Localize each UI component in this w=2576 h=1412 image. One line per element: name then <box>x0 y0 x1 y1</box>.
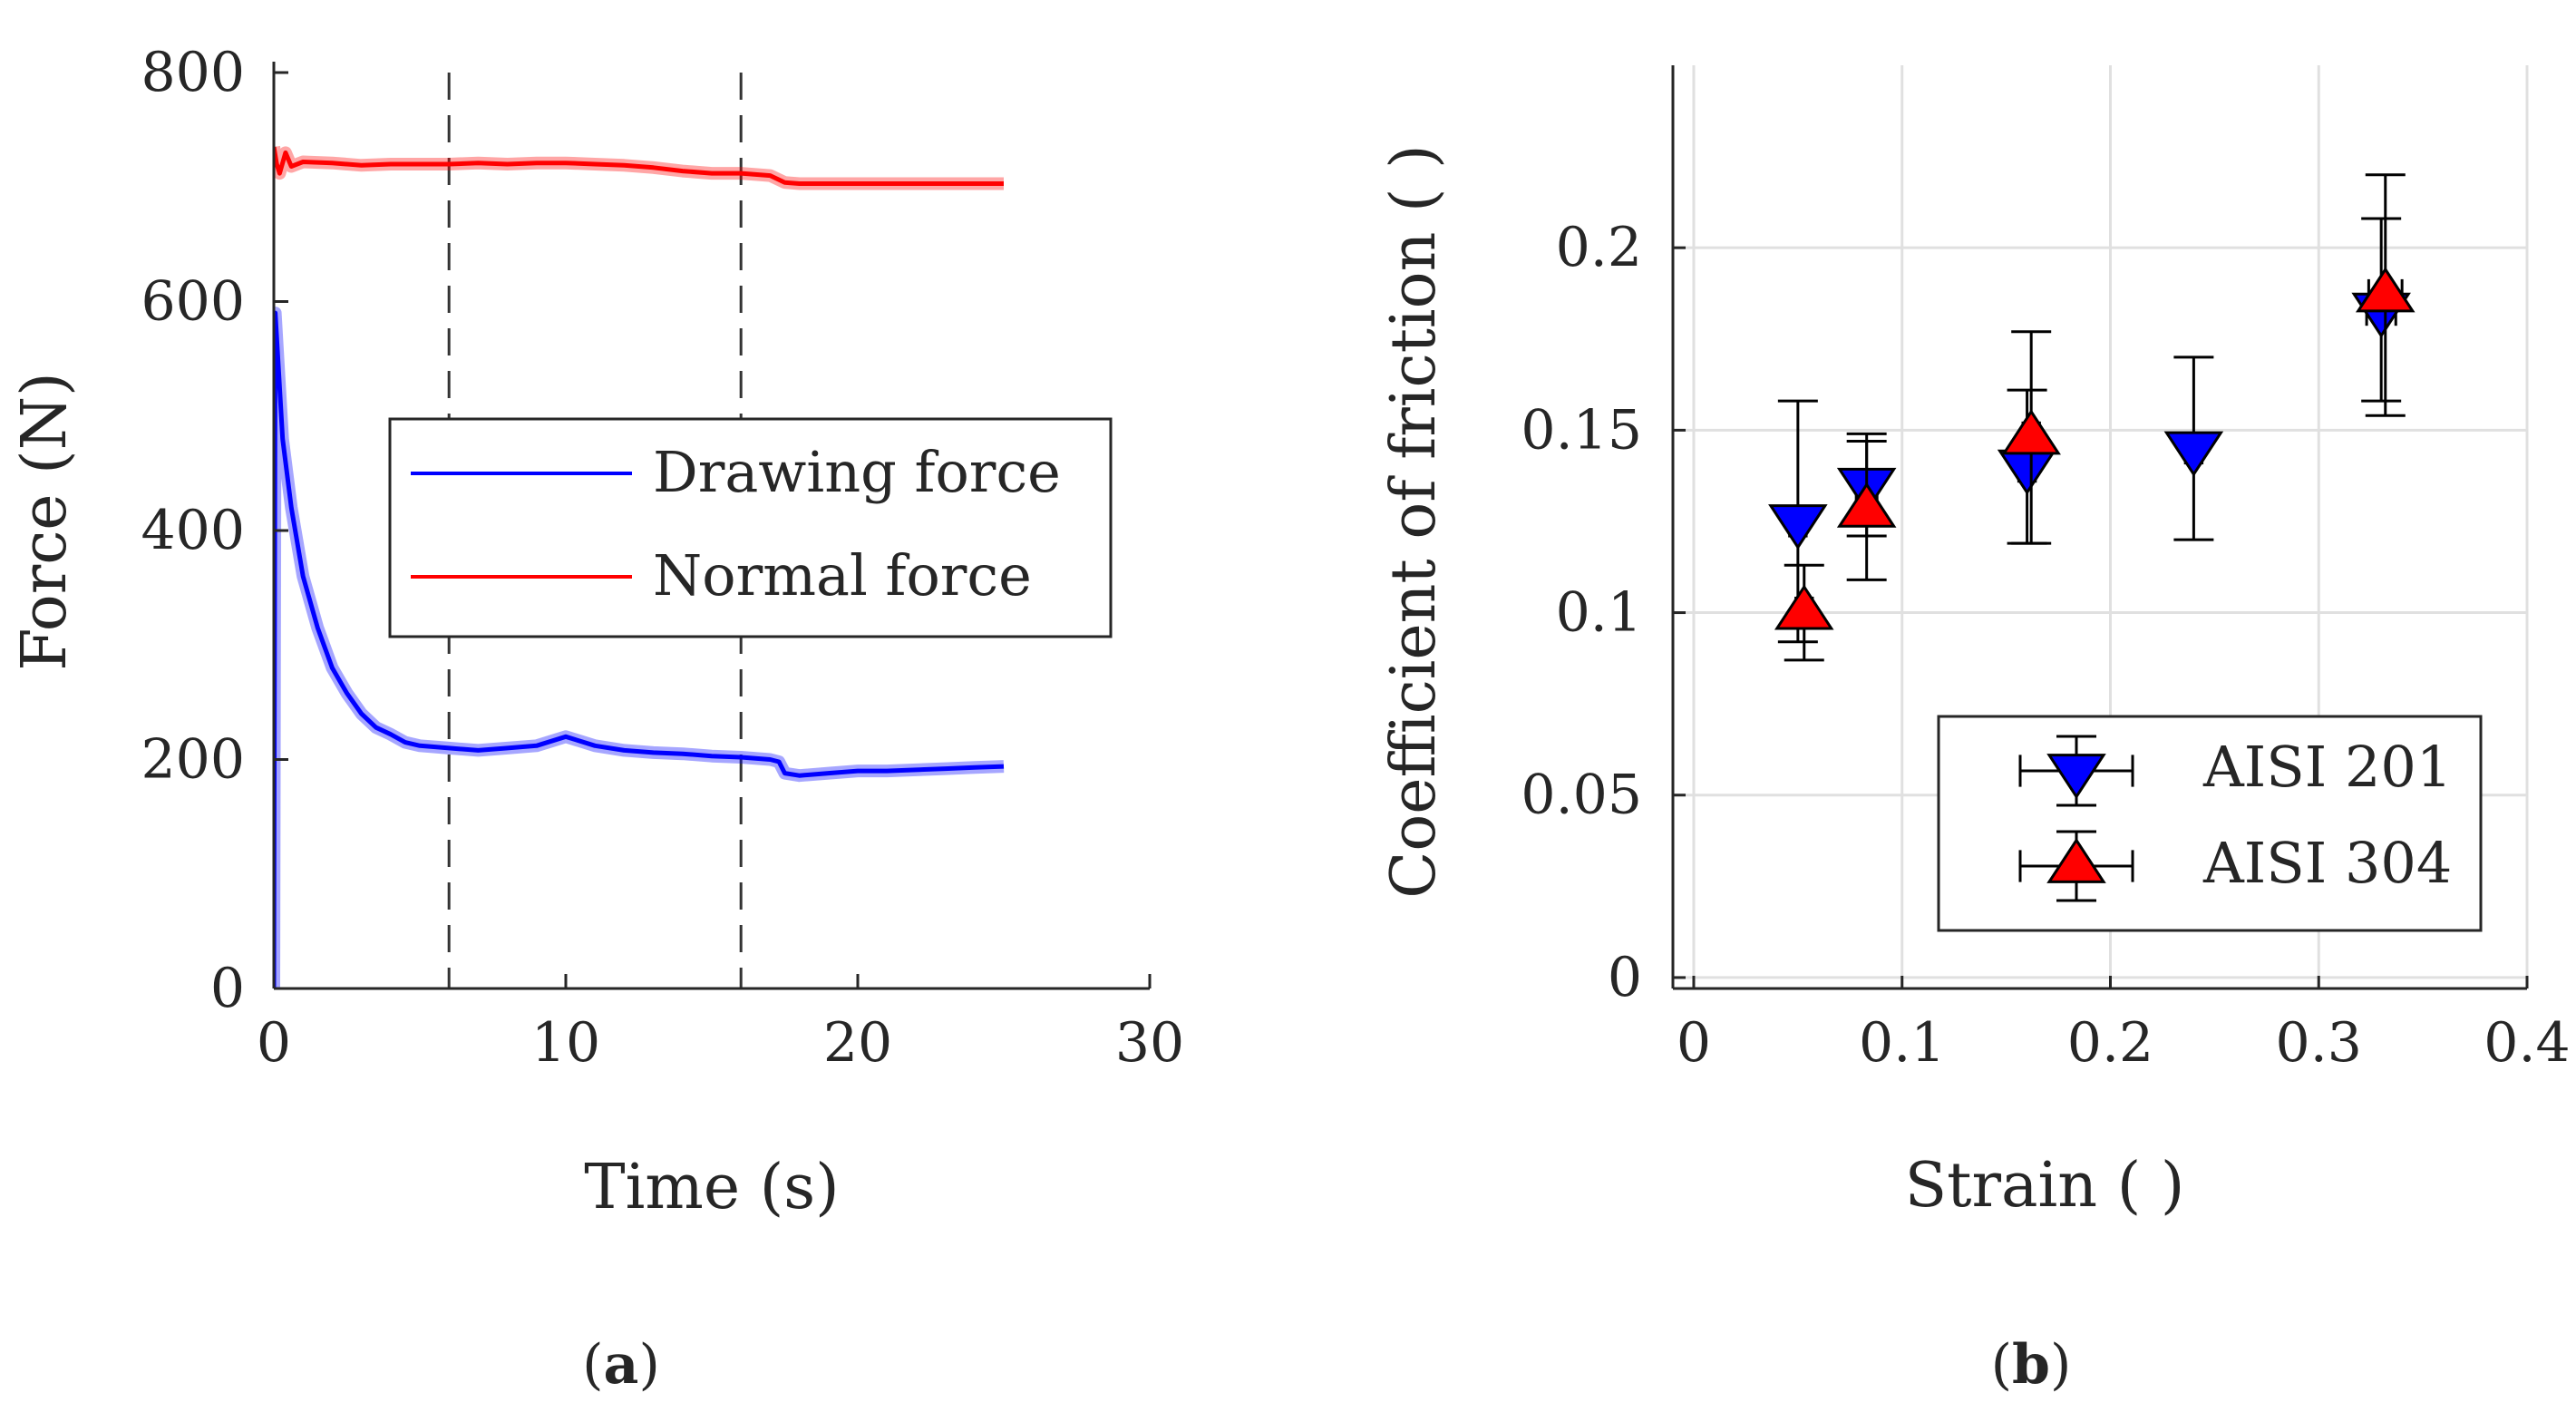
panel-label-b: (b) <box>1991 1333 2072 1397</box>
friction-x-tick-label: 0.2 <box>2067 1011 2153 1075</box>
normal-force-line <box>274 146 1004 186</box>
friction-x-tick-label: 0 <box>1677 1011 1711 1075</box>
force-y-tick-label: 0 <box>210 957 245 1020</box>
friction-y-tick-label: 0.1 <box>1556 581 1642 645</box>
friction-legend: AISI 201 AISI 304 <box>1937 715 2483 932</box>
legend-aisi-304-marker <box>2046 837 2106 883</box>
legend-label-drawing-force: Drawing force <box>653 439 1061 505</box>
friction-data-points <box>1768 173 2416 662</box>
friction-x-axis-label: Strain ( ) <box>1905 1150 2185 1222</box>
friction-tick-labels: 0 0.1 0.2 0.3 0.4 0 0.05 0.1 0.15 0.2 <box>1521 216 2570 1075</box>
force-y-tick-label: 800 <box>141 41 245 104</box>
force-tick-labels: 0 10 20 30 0 200 400 600 800 <box>141 41 1184 1075</box>
friction-y-tick-label: 0.05 <box>1521 764 1642 827</box>
force-x-tick-label: 30 <box>1115 1011 1184 1075</box>
force-y-tick-label: 400 <box>141 499 245 562</box>
friction-y-tick-label: 0 <box>1608 946 1642 1009</box>
force-y-tick-label: 600 <box>141 270 245 334</box>
force-y-axis-label: Force (N) <box>9 372 81 670</box>
aisi-304-point <box>2355 267 2416 313</box>
aisi-304-point <box>2001 409 2061 455</box>
legend-label-aisi-304: AISI 304 <box>2202 830 2452 896</box>
force-axes <box>272 62 1152 990</box>
aisi-304-point <box>1836 482 1897 528</box>
force-series <box>274 145 1005 988</box>
panel-label-a: (a) <box>582 1333 660 1397</box>
friction-y-axis-label: Coefficient of friction ( ) <box>1378 144 1450 898</box>
force-x-tick-label: 10 <box>531 1011 600 1075</box>
friction-legend-markers <box>2018 735 2134 902</box>
aisi-304-point <box>1774 584 1834 630</box>
friction-axes <box>1671 65 2529 990</box>
friction-x-tick-label: 0.1 <box>1859 1011 1945 1075</box>
legend-label-normal-force: Normal force <box>653 542 1032 609</box>
drawing-force-line <box>274 310 1005 988</box>
friction-x-tick-label: 0.4 <box>2484 1011 2570 1075</box>
force-y-tick-label: 200 <box>141 728 245 792</box>
legend-aisi-201-marker <box>2046 754 2106 800</box>
phase-divider-lines <box>447 73 743 988</box>
friction-strain-chart: 0 0.1 0.2 0.3 0.400.050.10.150.2 Strain ( ) … <box>1378 65 2571 1397</box>
force-x-tick-label: 0 <box>257 1011 291 1075</box>
friction-y-tick-label: 0.15 <box>1521 398 1642 462</box>
force-x-axis-label: Time (s) <box>584 1152 839 1223</box>
legend-label-aisi-201: AISI 201 <box>2202 734 2452 800</box>
aisi-201-point <box>1768 504 1828 550</box>
force-legend: Drawing force Normal force <box>388 417 1113 638</box>
friction-y-tick-label: 0.2 <box>1556 216 1642 279</box>
aisi-201-point <box>2163 431 2224 477</box>
friction-x-tick-label: 0.3 <box>2276 1011 2362 1075</box>
force-x-tick-label: 20 <box>823 1011 892 1075</box>
